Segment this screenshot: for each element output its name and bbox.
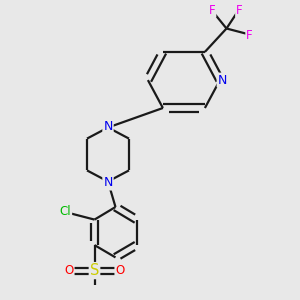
Text: F: F	[246, 28, 253, 42]
Text: F: F	[236, 4, 243, 17]
Text: O: O	[64, 264, 74, 277]
Text: O: O	[116, 264, 124, 277]
Text: N: N	[103, 119, 113, 133]
Text: N: N	[218, 74, 227, 87]
Text: N: N	[103, 176, 113, 190]
Text: S: S	[90, 263, 99, 278]
Text: Cl: Cl	[60, 205, 71, 218]
Text: F: F	[209, 4, 215, 17]
